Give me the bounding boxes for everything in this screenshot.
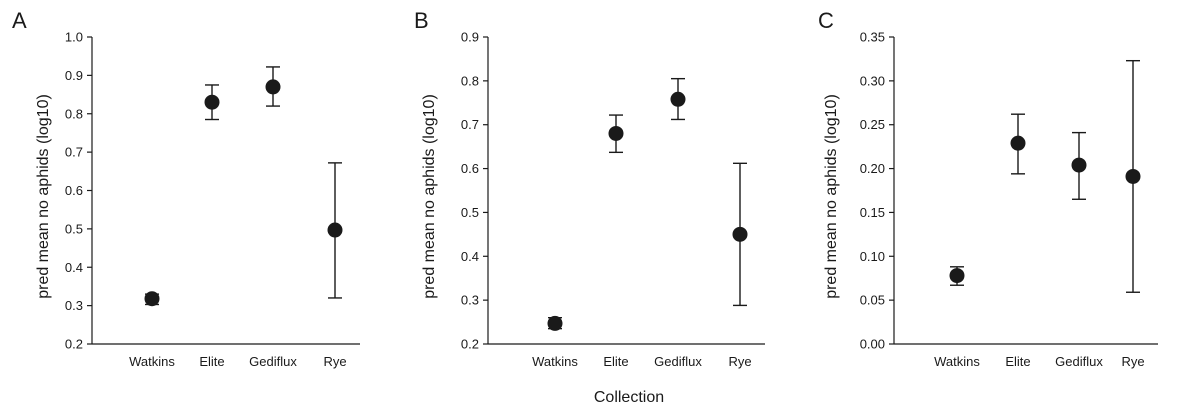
y-tick-label: 0.9 [461, 30, 479, 45]
x-axis-title: Collection [594, 389, 664, 406]
x-tick-label: Rye [323, 354, 346, 369]
panel-a: A 0.2 0.3 0.4 0.5 0.6 0.7 0.8 0.9 1.0 Watkins Elite… [12, 8, 360, 369]
y-tick-label: 0.2 [65, 337, 83, 352]
y-tick-label: 0.25 [860, 117, 885, 132]
y-tick-label: 0.30 [860, 73, 885, 88]
data-point [204, 94, 220, 110]
y-tick-label: 0.3 [65, 298, 83, 313]
data-point [670, 91, 686, 107]
data-point [265, 79, 281, 95]
y-tick-label: 0.15 [860, 205, 885, 220]
x-tick-label: Rye [728, 354, 751, 369]
x-tick-label: Watkins [532, 354, 578, 369]
panel-c: C 0.00 0.05 0.10 0.15 0.20 0.25 0.30 0.35 Watkins… [818, 8, 1158, 369]
y-tick-label: 0.3 [461, 293, 479, 308]
y-tick-label: 0.10 [860, 249, 885, 264]
y-tick-label: 0.8 [65, 106, 83, 121]
y-tick-label: 0.05 [860, 293, 885, 308]
y-tick-label: 1.0 [65, 30, 83, 45]
data-point [1125, 168, 1141, 184]
panel-b: B 0.2 0.3 0.4 0.5 0.6 0.7 0.8 0.9 Watkins Elite Ged… [414, 8, 765, 369]
y-tick-label: 0.20 [860, 161, 885, 176]
y-tick-label: 0.35 [860, 30, 885, 45]
x-tick-label: Gediflux [654, 354, 702, 369]
y-tick-label: 0.00 [860, 337, 885, 352]
y-axis-title: pred mean no aphids (log10) [823, 94, 840, 299]
data-point [144, 291, 160, 307]
y-tick-label: 0.5 [65, 221, 83, 236]
data-point [732, 226, 748, 242]
data-point [327, 222, 343, 238]
x-tick-label: Gediflux [1055, 354, 1103, 369]
y-axis-title: pred mean no aphids (log10) [35, 94, 52, 299]
x-tick-label: Elite [603, 354, 628, 369]
y-tick-label: 0.4 [65, 260, 83, 275]
y-tick-label: 0.7 [461, 117, 479, 132]
y-tick-label: 0.6 [461, 161, 479, 176]
y-tick-label: 0.6 [65, 183, 83, 198]
x-tick-label: Watkins [934, 354, 980, 369]
data-point [547, 315, 563, 331]
x-tick-label: Elite [1005, 354, 1030, 369]
y-tick-label: 0.2 [461, 337, 479, 352]
panel-letter: A [12, 8, 27, 33]
data-point [1071, 157, 1087, 173]
y-tick-label: 0.5 [461, 205, 479, 220]
x-tick-label: Gediflux [249, 354, 297, 369]
data-point [608, 125, 624, 141]
data-point [949, 268, 965, 284]
y-axis-title: pred mean no aphids (log10) [421, 94, 438, 299]
y-tick-label: 0.7 [65, 145, 83, 160]
y-tick-label: 0.9 [65, 68, 83, 83]
x-tick-label: Watkins [129, 354, 175, 369]
data-point [1010, 135, 1026, 151]
x-tick-label: Elite [199, 354, 224, 369]
y-tick-label: 0.8 [461, 73, 479, 88]
y-tick-label: 0.4 [461, 249, 479, 264]
x-tick-label: Rye [1121, 354, 1144, 369]
panel-letter: B [414, 8, 429, 33]
panel-letter: C [818, 8, 834, 33]
